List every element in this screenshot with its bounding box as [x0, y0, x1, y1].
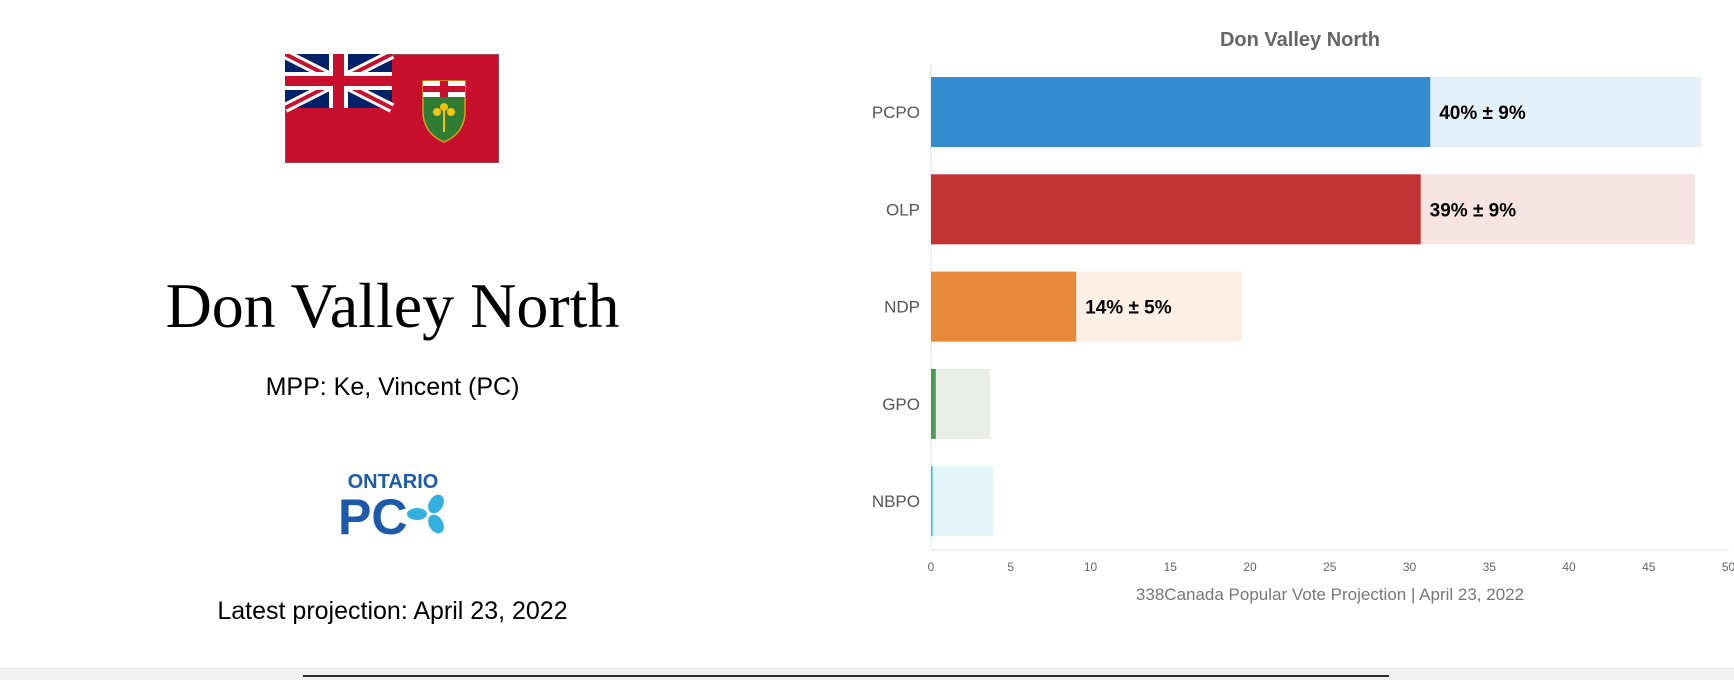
bar-chart-svg: Don Valley North PCPO 40% ± 9% OLP 39% ± 9% N…: [872, 29, 1734, 604]
x-tick-label: 0: [928, 560, 935, 574]
bar-gpo: [931, 368, 936, 439]
bar-olp: [931, 174, 1421, 245]
riding-title: Don Valley North: [165, 270, 620, 341]
category-label-gpo: GPO: [882, 395, 920, 414]
ontario-flag-icon: [285, 54, 499, 163]
ontario-shield-icon: [422, 80, 466, 143]
bottom-divider-line: [303, 675, 1389, 677]
x-tick-label: 5: [1007, 560, 1014, 574]
category-label-nbpo: NBPO: [872, 492, 920, 511]
x-tick-label: 15: [1164, 560, 1178, 574]
x-tick-label: 35: [1483, 560, 1497, 574]
data-label-pcpo: 40% ± 9%: [1439, 103, 1526, 124]
category-label-pcpo: PCPO: [872, 103, 920, 122]
x-tick-label: 50: [1722, 560, 1734, 574]
logo-text-pc: PC: [338, 489, 407, 538]
x-tick-label: 30: [1403, 560, 1417, 574]
bar-ndp: [931, 271, 1077, 342]
category-label-ndp: NDP: [884, 298, 920, 317]
mpp-name: MPP: Ke, Vincent (PC): [265, 373, 520, 401]
riding-info-panel: Don Valley North MPP: Ke, Vincent (PC) O…: [0, 0, 785, 679]
vote-projection-chart: Don Valley North PCPO 40% ± 9% OLP 39% ± 9% N…: [785, 0, 1734, 679]
x-tick-label: 10: [1084, 560, 1098, 574]
bar-pcpo: [931, 77, 1431, 147]
x-tick-label: 20: [1243, 560, 1257, 574]
data-label-olp: 39% ± 9%: [1430, 200, 1517, 221]
latest-projection-date: Latest projection: April 23, 2022: [217, 597, 568, 625]
x-axis-title: 338Canada Popular Vote Projection | Apri…: [1136, 585, 1524, 604]
chart-title: Don Valley North: [1220, 29, 1380, 51]
x-tick-label: 45: [1642, 560, 1656, 574]
category-label-olp: OLP: [886, 200, 920, 219]
x-tick-label: 25: [1323, 560, 1337, 574]
ontario-pc-logo: ONTARIO PC: [338, 471, 444, 538]
x-tick-label: 40: [1562, 560, 1576, 574]
logo-text-ontario: ONTARIO: [348, 471, 439, 493]
data-label-ndp: 14% ± 5%: [1085, 298, 1172, 319]
bar-nbpo: [931, 466, 933, 537]
uncertainty-band-nbpo: [931, 466, 994, 537]
uncertainty-band-gpo: [931, 368, 991, 439]
trillium-icon: [407, 494, 444, 534]
bottom-scrollbar: [0, 668, 1734, 680]
